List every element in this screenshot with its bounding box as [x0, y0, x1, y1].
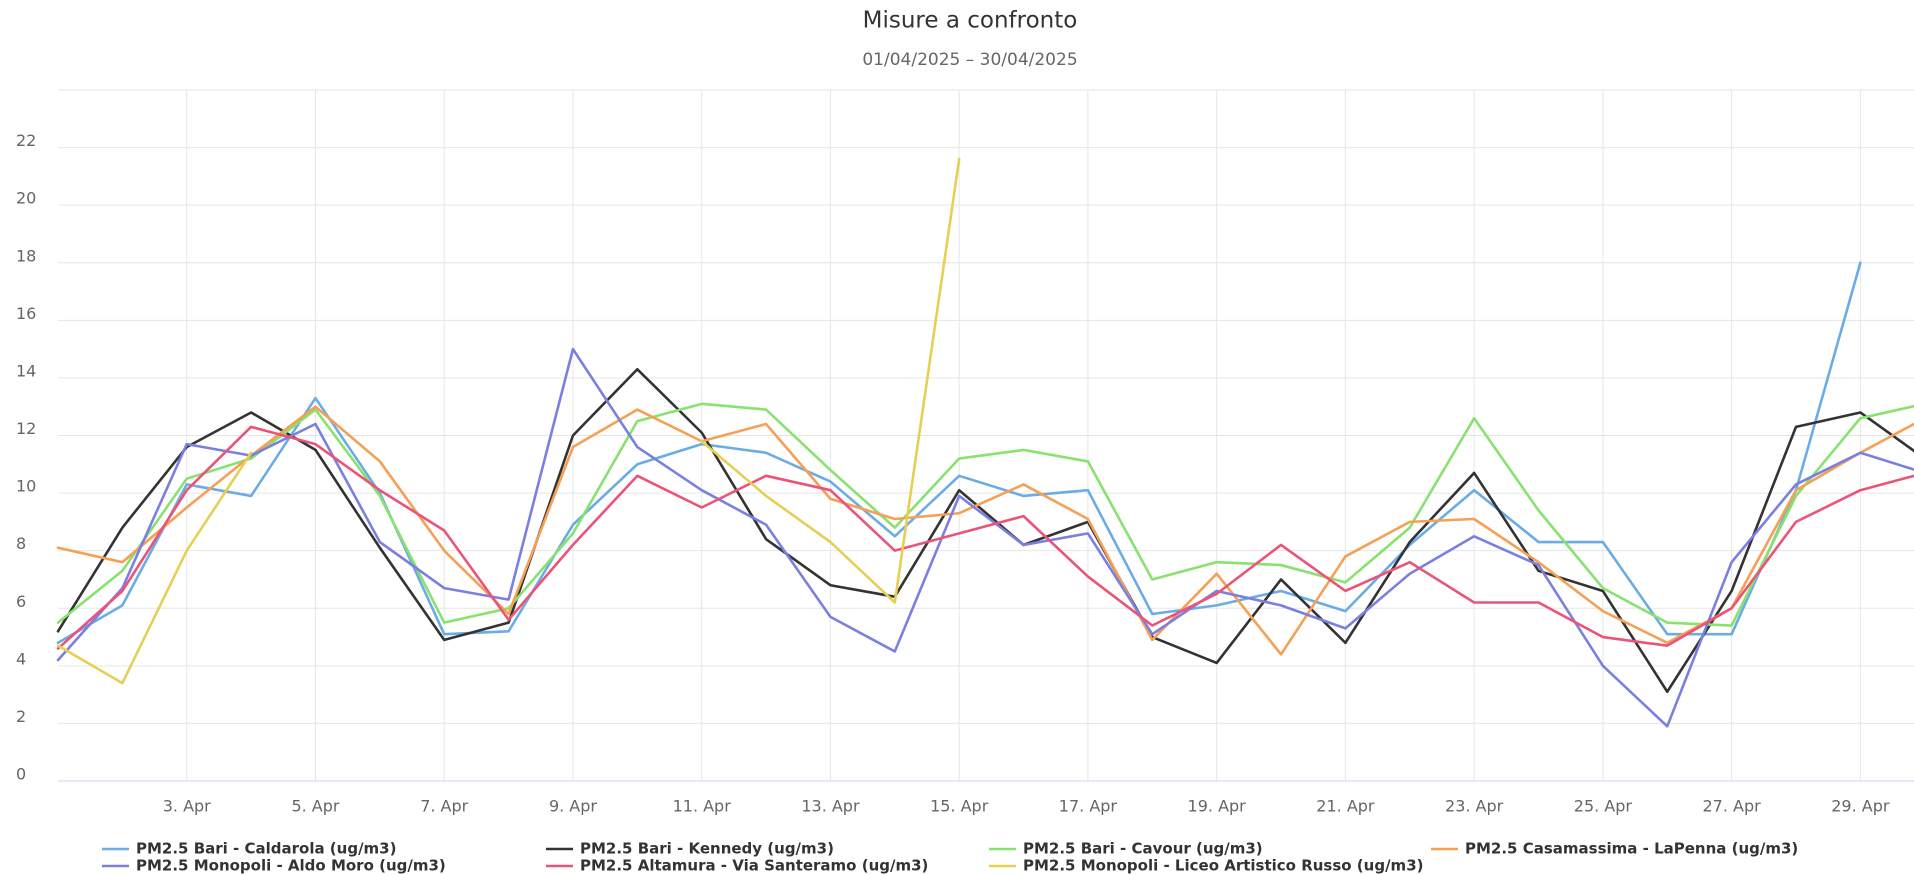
series-line [56, 261, 1862, 645]
legend-label: PM2.5 Bari - Cavour (ug/m3) [1023, 840, 1263, 858]
y-tick-label: 2 [16, 707, 26, 726]
legend-label: PM2.5 Bari - Kennedy (ug/m3) [580, 840, 834, 858]
legend-item[interactable]: PM2.5 Bari - Cavour (ug/m3) [989, 840, 1263, 858]
y-tick-label: 10 [16, 477, 36, 496]
x-tick-label: 11. Apr [673, 797, 732, 816]
legend-item[interactable]: PM2.5 Bari - Kennedy (ug/m3) [546, 840, 834, 858]
legend-label: PM2.5 Monopoli - Aldo Moro (ug/m3) [136, 857, 446, 875]
x-tick-label: 7. Apr [420, 797, 468, 816]
legend-item[interactable]: PM2.5 Altamura - Via Santeramo (ug/m3) [546, 857, 928, 875]
x-tick-label: 21. Apr [1316, 797, 1375, 816]
y-tick-label: 8 [16, 534, 26, 553]
legend-item[interactable]: PM2.5 Casamassima - LaPenna (ug/m3) [1431, 840, 1798, 858]
legend-label: PM2.5 Bari - Caldarola (ug/m3) [136, 840, 396, 858]
y-tick-label: 20 [16, 189, 36, 208]
x-tick-label: 23. Apr [1445, 797, 1504, 816]
plot-area [56, 157, 1914, 728]
chart-title: Misure a confronto [863, 8, 1078, 34]
legend-item[interactable]: PM2.5 Monopoli - Liceo Artistico Russo (… [989, 857, 1423, 875]
x-tick-label: 19. Apr [1188, 797, 1247, 816]
x-tick-label: 5. Apr [291, 797, 339, 816]
legend: PM2.5 Bari - Caldarola (ug/m3) PM2.5 Bari… [102, 840, 1798, 875]
x-tick-label: 9. Apr [549, 797, 597, 816]
x-tick-label: 17. Apr [1059, 797, 1118, 816]
y-tick-label: 4 [16, 649, 26, 668]
legend-item[interactable]: PM2.5 Bari - Caldarola (ug/m3) [102, 840, 396, 858]
x-tick-label: 27. Apr [1703, 797, 1762, 816]
y-tick-label: 0 [16, 765, 26, 784]
y-tick-label: 18 [16, 246, 36, 265]
y-tick-label: 6 [16, 592, 26, 611]
x-tick-label: 13. Apr [801, 797, 860, 816]
x-tick-label: 25. Apr [1574, 797, 1633, 816]
grid [58, 89, 1914, 782]
x-tick-label: 15. Apr [930, 797, 989, 816]
series-line [56, 425, 1914, 650]
series-line [56, 405, 1914, 656]
y-tick-label: 12 [16, 419, 36, 438]
axis-labels: 0 2 4 6 8 10 12 14 16 18 20 22 3. Apr 5. Apr 7. Apr 9. … [16, 131, 1890, 815]
y-tick-label: 14 [16, 361, 36, 380]
y-tick-label: 16 [16, 304, 36, 323]
legend-label: PM2.5 Monopoli - Liceo Artistico Russo (… [1023, 857, 1423, 875]
legend-label: PM2.5 Altamura - Via Santeramo (ug/m3) [580, 857, 928, 875]
y-tick-label: 22 [16, 131, 36, 150]
x-tick-label: 3. Apr [163, 797, 211, 816]
legend-item[interactable]: PM2.5 Monopoli - Aldo Moro (ug/m3) [102, 857, 446, 875]
chart-subtitle: 01/04/2025 – 30/04/2025 [862, 50, 1077, 70]
series-line [56, 367, 1914, 694]
legend-label: PM2.5 Casamassima - LaPenna (ug/m3) [1465, 840, 1798, 858]
x-tick-label: 29. Apr [1831, 797, 1890, 816]
series-line [56, 157, 961, 685]
series-line [56, 347, 1914, 728]
